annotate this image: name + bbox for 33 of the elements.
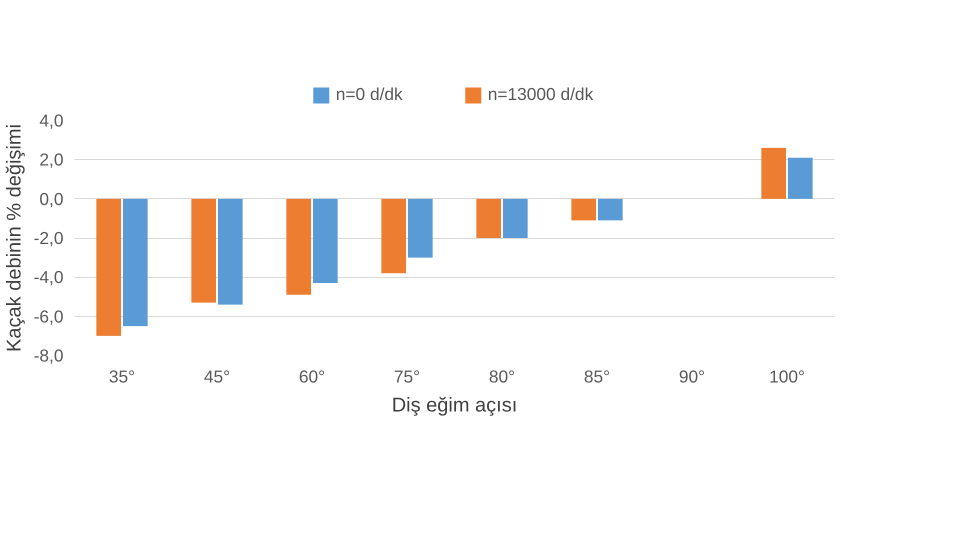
x-tick-label: 85°: [584, 366, 610, 386]
bar: [191, 198, 216, 303]
legend-label: n=13000 d/dk: [488, 84, 594, 105]
bar: [571, 198, 596, 220]
bar: [502, 198, 528, 238]
x-tick-label: 100°: [769, 366, 805, 386]
bar: [761, 148, 786, 199]
y-axis-title: Kaçak debinin % değişimi: [4, 124, 26, 352]
bar: [381, 198, 406, 274]
bar: [218, 198, 243, 305]
bar: [122, 198, 148, 326]
x-tick-label: 45°: [204, 366, 230, 386]
x-tick-label: 90°: [678, 366, 706, 386]
y-tick-label: -2,0: [34, 228, 64, 248]
bar: [96, 198, 122, 336]
y-tick-label: -4,0: [34, 267, 64, 288]
y-tick-label: -6,0: [34, 306, 64, 326]
bar: [312, 198, 338, 284]
y-tick-label: 2,0: [39, 150, 64, 170]
y-tick-label: 4,0: [39, 110, 64, 130]
x-axis-title: Diş eğim açısı: [392, 394, 518, 416]
legend-label: n=0 d/dk: [336, 84, 403, 105]
bar: [788, 158, 813, 199]
bar: [598, 198, 623, 220]
x-tick-label: 60°: [298, 366, 326, 386]
bar: [286, 198, 312, 295]
x-tick-label: 35°: [108, 366, 136, 386]
x-tick-label: 75°: [394, 366, 420, 386]
bar: [408, 198, 433, 258]
y-tick-label: -8,0: [34, 346, 64, 366]
bar: [476, 198, 502, 238]
y-tick-label: 0,0: [39, 188, 64, 209]
x-tick-label: 80°: [488, 366, 516, 386]
